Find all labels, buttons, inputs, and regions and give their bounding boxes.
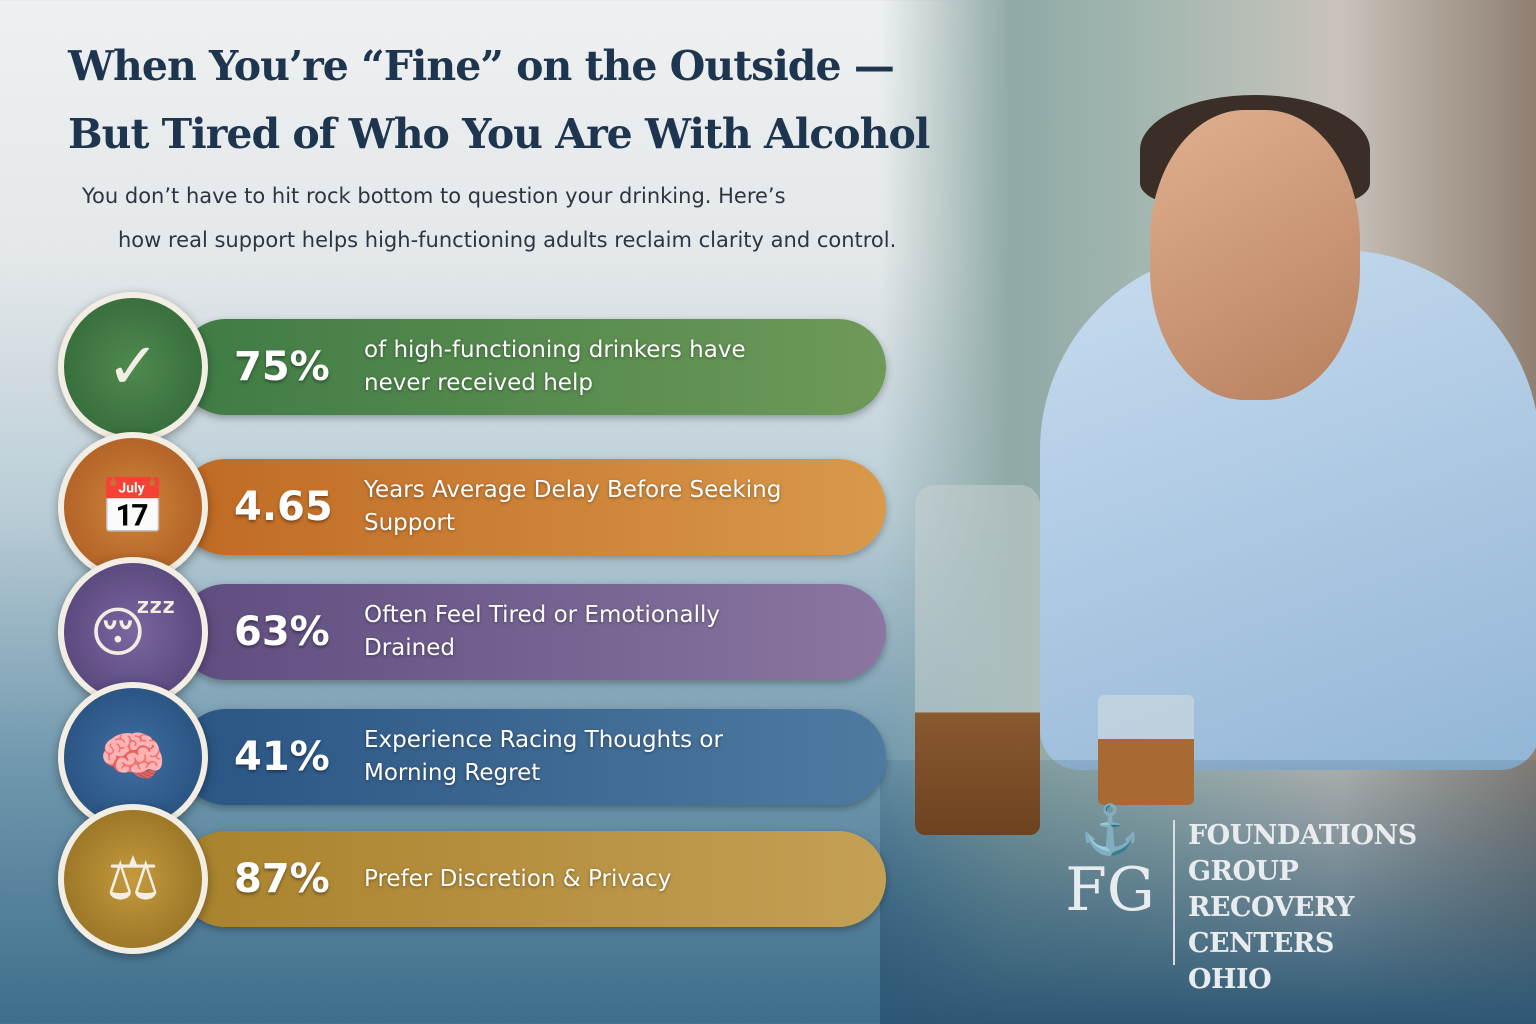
- stat-value: 75%: [234, 344, 330, 390]
- stat-text: Often Feel Tired or Emotionally Drained: [364, 602, 720, 661]
- stat-bar: [178, 319, 886, 415]
- stat-value: 4.65: [234, 484, 333, 530]
- stat-value: 41%: [234, 734, 330, 780]
- scales-icon: ⚖: [58, 804, 208, 954]
- stat-row: ⚖ 87% Prefer Discretion & Privacy: [58, 804, 888, 954]
- stat-text: Experience Racing Thoughts or Morning Re…: [364, 727, 723, 786]
- logo-divider: [1173, 820, 1175, 965]
- org-line: RECOVERY: [1188, 892, 1354, 923]
- stat-bar: [178, 831, 886, 927]
- headline-line-1: When You’re “Fine” on the Outside —: [68, 42, 895, 90]
- subtitle-line-1: You don’t have to hit rock bottom to que…: [82, 184, 786, 208]
- stat-text: of high-functioning drinkers have never …: [364, 337, 746, 396]
- stat-row: 🧠 41% Experience Racing Thoughts or Morn…: [58, 682, 888, 832]
- whiskey-bottle: [915, 485, 1040, 835]
- anchor-icon: ⚓: [1080, 802, 1140, 858]
- stat-bar: [178, 709, 886, 805]
- stat-row: ✓ 75% of high-functioning drinkers have …: [58, 292, 888, 442]
- stat-bar: [178, 459, 886, 555]
- whiskey-glass: [1098, 695, 1194, 805]
- organization-name: FOUNDATIONS GROUP RECOVERY CENTERS OHIO: [1188, 818, 1417, 998]
- org-line: GROUP: [1188, 856, 1299, 887]
- org-line: OHIO: [1188, 964, 1272, 995]
- stat-value: 63%: [234, 609, 330, 655]
- headline-line-2: But Tired of Who You Are With Alcohol: [68, 110, 930, 158]
- stat-value: 87%: [234, 856, 330, 902]
- stat-row: 😴 63% Often Feel Tired or Emotionally Dr…: [58, 557, 888, 707]
- subtitle-line-2: how real support helps high-functioning …: [118, 228, 897, 252]
- org-line: FOUNDATIONS: [1188, 820, 1417, 851]
- stat-bar: [178, 584, 886, 680]
- stat-text: Years Average Delay Before Seeking Suppo…: [364, 477, 782, 536]
- man-head: [1150, 110, 1360, 400]
- logo-monogram: FG: [1065, 855, 1155, 925]
- stat-text: Prefer Discretion & Privacy: [364, 865, 672, 892]
- org-line: CENTERS: [1188, 928, 1334, 959]
- shield-check-icon: ✓: [58, 292, 208, 442]
- anchor-logo: ⚓ FG: [1045, 800, 1175, 965]
